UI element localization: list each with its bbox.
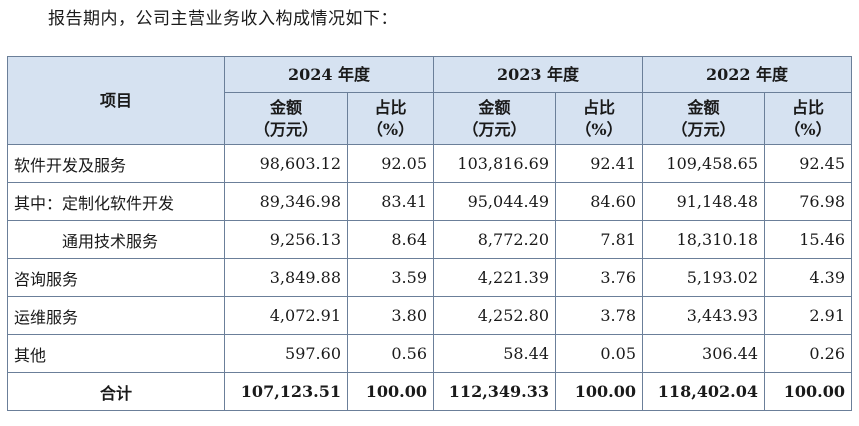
cell-value: 4.39 (764, 258, 852, 297)
cell-value: 3.78 (555, 296, 643, 335)
cell-value: 109,458.65 (642, 144, 765, 183)
table-row: 通用技术服务 9,256.13 8.64 8,772.20 7.81 18,31… (7, 220, 852, 259)
header-ratio: 占比 （%） (555, 92, 643, 145)
header-year-2024: 2024 年度 (224, 56, 434, 93)
revenue-table: 项目 2024 年度 2023 年度 2022 年度 金额 （万元） 占比 （%） … (7, 56, 852, 411)
cell-value: 4,252.80 (433, 296, 556, 335)
total-row: 合计 107,123.51 100.00 112,349.33 100.00 1… (7, 372, 852, 411)
total-value: 100.00 (764, 372, 852, 411)
header-year-2023: 2023 年度 (433, 56, 643, 93)
total-value: 112,349.33 (433, 372, 556, 411)
cell-value: 76.98 (764, 182, 852, 221)
cell-value: 92.05 (347, 144, 434, 183)
cell-value: 306.44 (642, 334, 765, 373)
cell-value: 2.91 (764, 296, 852, 335)
cell-value: 84.60 (555, 182, 643, 221)
row-label: 运维服务 (7, 296, 225, 335)
cell-value: 597.60 (224, 334, 348, 373)
cell-value: 58.44 (433, 334, 556, 373)
cell-value: 8.64 (347, 220, 434, 259)
cell-value: 15.46 (764, 220, 852, 259)
header-amount: 金额 （万元） (433, 92, 556, 145)
cell-value: 3,443.93 (642, 296, 765, 335)
table-row: 其他 597.60 0.56 58.44 0.05 306.44 0.26 (7, 334, 852, 373)
cell-value: 103,816.69 (433, 144, 556, 183)
cell-value: 3.76 (555, 258, 643, 297)
cell-value: 92.45 (764, 144, 852, 183)
table-row: 咨询服务 3,849.88 3.59 4,221.39 3.76 5,193.0… (7, 258, 852, 297)
cell-value: 0.56 (347, 334, 434, 373)
intro-text: 报告期内，公司主营业务收入构成情况如下： (48, 9, 398, 29)
row-label: 其中：定制化软件开发 (7, 182, 225, 221)
header-ratio: 占比 （%） (764, 92, 852, 145)
cell-value: 0.05 (555, 334, 643, 373)
cell-value: 7.81 (555, 220, 643, 259)
header-item: 项目 (7, 56, 225, 145)
row-label: 软件开发及服务 (7, 144, 225, 183)
row-label: 通用技术服务 (7, 220, 225, 259)
row-label: 其他 (7, 334, 225, 373)
cell-value: 83.41 (347, 182, 434, 221)
cell-value: 98,603.12 (224, 144, 348, 183)
cell-value: 3.80 (347, 296, 434, 335)
table-row: 运维服务 4,072.91 3.80 4,252.80 3.78 3,443.9… (7, 296, 852, 335)
total-value: 107,123.51 (224, 372, 348, 411)
cell-value: 92.41 (555, 144, 643, 183)
header-ratio: 占比 （%） (347, 92, 434, 145)
table-row: 其中：定制化软件开发 89,346.98 83.41 95,044.49 84.… (7, 182, 852, 221)
cell-value: 89,346.98 (224, 182, 348, 221)
cell-value: 5,193.02 (642, 258, 765, 297)
cell-value: 95,044.49 (433, 182, 556, 221)
cell-value: 0.26 (764, 334, 852, 373)
cell-value: 3,849.88 (224, 258, 348, 297)
cell-value: 9,256.13 (224, 220, 348, 259)
total-value: 100.00 (347, 372, 434, 411)
row-label: 咨询服务 (7, 258, 225, 297)
header-amount: 金额 （万元） (224, 92, 348, 145)
cell-value: 4,072.91 (224, 296, 348, 335)
header-year-2022: 2022 年度 (642, 56, 852, 93)
total-value: 100.00 (555, 372, 643, 411)
cell-value: 91,148.48 (642, 182, 765, 221)
cell-value: 8,772.20 (433, 220, 556, 259)
cell-value: 18,310.18 (642, 220, 765, 259)
cell-value: 4,221.39 (433, 258, 556, 297)
table-row: 软件开发及服务 98,603.12 92.05 103,816.69 92.41… (7, 144, 852, 183)
total-label: 合计 (7, 372, 225, 411)
header-amount: 金额 （万元） (642, 92, 765, 145)
cell-value: 3.59 (347, 258, 434, 297)
total-value: 118,402.04 (642, 372, 765, 411)
